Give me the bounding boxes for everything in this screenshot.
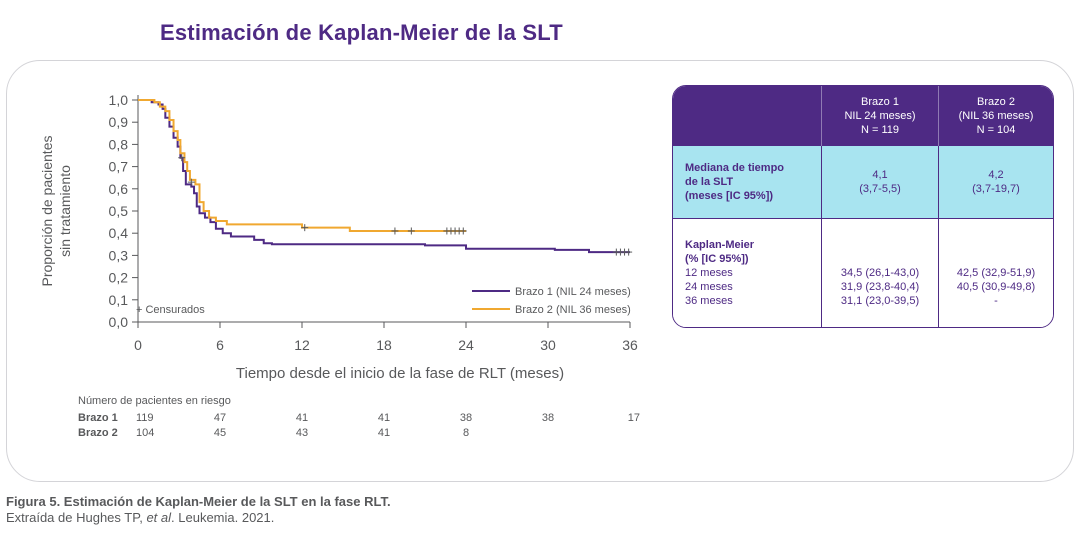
y-tick-label: 0,4 [109, 225, 129, 241]
y-tick-label: 0,9 [109, 114, 129, 130]
km-row: Kaplan-Meier (% [IC 95%]) 12 meses 24 me… [673, 219, 1053, 327]
km-label-36: 36 meses [685, 295, 733, 307]
header-arm1-line3: N = 119 [860, 124, 900, 136]
median-label-line2: de la SLT [685, 176, 734, 188]
series-line-2 [138, 99, 466, 232]
risk-cell: 41 [378, 412, 390, 424]
header-arm1-line2: NIL 24 meses) [844, 110, 916, 122]
header-arm2-line2: (NIL 36 meses) [958, 110, 1034, 122]
table-corner [673, 86, 821, 146]
y-axis-label: sin tratamiento [57, 165, 73, 257]
caption-source-prefix: Extraída de Hughes TP, [6, 510, 147, 525]
y-tick-label: 0,2 [109, 270, 129, 286]
caption-title: Figura 5. Estimación de Kaplan-Meier de … [6, 494, 391, 509]
km-label-24: 24 meses [685, 281, 733, 293]
km-arm2-24: 40,5 (30,9-49,8) [956, 281, 1036, 293]
median-arm1-ci: (3,7-5,5) [859, 183, 901, 195]
y-tick-label: 0,5 [109, 203, 129, 219]
km-arm1-24: 31,9 (23,8-40,4) [840, 281, 920, 293]
risk-row-label: Brazo 1 [78, 412, 118, 424]
censored-legend: + Censurados [136, 304, 205, 316]
header-arm1-line1: Brazo 1 [861, 96, 899, 108]
risk-cell: 104 [136, 427, 154, 439]
km-arm1: 34,5 (26,1-43,0) 31,9 (23,8-40,4) 31,1 (… [821, 219, 938, 327]
figure-caption: Figura 5. Estimación de Kaplan-Meier de … [6, 494, 391, 526]
km-arm1-36: 31,1 (23,0-39,5) [840, 295, 920, 307]
censor-mark-2 [391, 227, 399, 235]
legend-label-1: Brazo 1 (NIL 24 meses) [515, 286, 631, 298]
caption-source-italic: et al [146, 510, 172, 525]
censor-mark-2 [178, 154, 186, 162]
risk-cell: 8 [463, 427, 469, 439]
risk-cell: 47 [214, 412, 226, 424]
y-tick-label: 0,8 [109, 136, 129, 152]
header-arm1: Brazo 1 NIL 24 meses) N = 119 [821, 86, 938, 146]
km-label-bold2: (% [IC 95%]) [685, 253, 749, 265]
risk-cell: 17 [628, 412, 640, 424]
x-tick-label: 18 [376, 337, 392, 353]
caption-source-suffix: . Leukemia. 2021. [171, 510, 275, 525]
risk-cell: 38 [542, 412, 554, 424]
y-tick-label: 0,3 [109, 247, 129, 263]
risk-table-title: Número de pacientes en riesgo [78, 395, 231, 407]
censor-mark-2 [187, 178, 195, 186]
results-table: Brazo 1 NIL 24 meses) N = 119 Brazo 2 (N… [672, 85, 1054, 328]
risk-cell: 45 [214, 427, 226, 439]
x-tick-label: 12 [294, 337, 310, 353]
median-row: Mediana de tiempo de la SLT (meses [IC 9… [673, 146, 1053, 219]
median-arm2: 4,2 (3,7-19,7) [938, 146, 1053, 219]
y-tick-label: 1,0 [109, 92, 129, 108]
censor-mark-2 [459, 227, 467, 235]
median-label: Mediana de tiempo de la SLT (meses [IC 9… [673, 146, 821, 219]
censor-mark-1 [625, 248, 633, 256]
km-arm2-36: - [994, 295, 998, 307]
y-tick-label: 0,6 [109, 181, 129, 197]
km-arm1-12: 34,5 (26,1-43,0) [840, 267, 920, 279]
censor-mark-2 [407, 227, 415, 235]
median-arm1: 4,1 (3,7-5,5) [821, 146, 938, 219]
x-tick-label: 0 [134, 337, 142, 353]
median-arm1-value: 4,1 [872, 169, 888, 181]
km-arm2: 42,5 (32,9-51,9) 40,5 (30,9-49,8) - [938, 219, 1053, 327]
risk-cell: 41 [378, 427, 390, 439]
header-arm2: Brazo 2 (NIL 36 meses) N = 104 [938, 86, 1053, 146]
km-label: Kaplan-Meier (% [IC 95%]) 12 meses 24 me… [673, 219, 821, 327]
median-label-line1: Mediana de tiempo [685, 162, 785, 174]
median-arm2-value: 4,2 [988, 169, 1004, 181]
km-arm2-12: 42,5 (32,9-51,9) [956, 267, 1036, 279]
x-tick-label: 30 [540, 337, 556, 353]
legend-label-2: Brazo 2 (NIL 36 meses) [515, 304, 631, 316]
km-label-12: 12 meses [685, 267, 733, 279]
x-tick-label: 36 [622, 337, 638, 353]
risk-cell: 41 [296, 412, 308, 424]
x-axis-label: Tiempo desde el inicio de la fase de RLT… [236, 365, 564, 382]
risk-cell: 119 [136, 412, 154, 424]
y-axis-label: Proporción de pacientes [39, 136, 55, 287]
censor-mark-2 [301, 224, 309, 232]
x-tick-label: 6 [216, 337, 224, 353]
x-tick-label: 24 [458, 337, 474, 353]
km-label-bold1: Kaplan-Meier [685, 239, 755, 251]
y-tick-label: 0,0 [109, 314, 129, 330]
risk-cell: 38 [460, 412, 472, 424]
risk-cell: 43 [296, 427, 308, 439]
series-line-1 [138, 99, 630, 254]
caption-source: Extraída de Hughes TP, et al. Leukemia. … [6, 510, 391, 526]
y-tick-label: 0,7 [109, 159, 129, 175]
median-label-line3: (meses [IC 95%]) [685, 190, 774, 202]
page-title: Estimación de Kaplan-Meier de la SLT [160, 20, 563, 45]
y-tick-label: 0,1 [109, 292, 129, 308]
risk-row-label: Brazo 2 [78, 427, 118, 439]
header-arm2-line3: N = 104 [976, 124, 1016, 136]
header-arm2-line1: Brazo 2 [977, 96, 1015, 108]
median-arm2-ci: (3,7-19,7) [972, 183, 1020, 195]
